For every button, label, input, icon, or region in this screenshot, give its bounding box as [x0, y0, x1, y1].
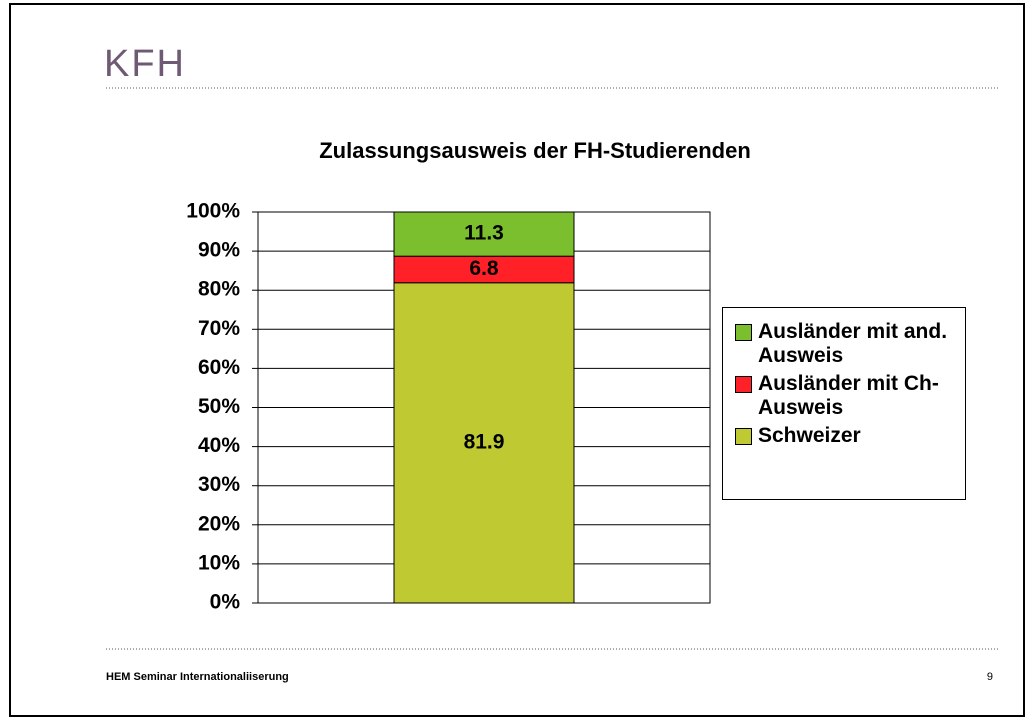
y-tick-label: 10% [198, 551, 240, 574]
chart-title: Zulassungsausweis der FH-Studierenden [319, 138, 751, 163]
y-tick-label: 30% [198, 473, 240, 496]
page-number: 9 [987, 671, 993, 683]
legend-swatch [735, 376, 752, 393]
y-tick-label: 20% [198, 512, 240, 535]
data-label: 11.3 [464, 222, 504, 245]
y-tick-label: 70% [198, 317, 240, 340]
legend-label: Ausländer mit and. Ausweis [758, 320, 948, 367]
footer-text: HEM Seminar Internationaliiserung [106, 671, 289, 683]
y-tick-label: 50% [198, 395, 240, 418]
legend-label: Ausländer mit Ch-Ausweis [758, 372, 939, 419]
y-tick-label: 60% [198, 356, 240, 379]
legend-item: Ausländer mit Ch-Ausweis [731, 372, 957, 420]
y-tick-label: 0% [210, 591, 241, 614]
logo: KFH [104, 43, 186, 85]
slide-border [9, 3, 1025, 717]
y-tick-label: 90% [198, 239, 240, 262]
bar-segment [393, 211, 575, 257]
data-label: 6.8 [469, 257, 499, 280]
y-tick-label: 100% [186, 200, 240, 223]
y-tick-label: 80% [198, 278, 240, 301]
legend-label: Schweizer [758, 424, 861, 447]
y-tick-label: 40% [198, 434, 240, 457]
legend: Ausländer mit and. Ausweis Ausländer mit … [722, 307, 966, 500]
legend-swatch [735, 324, 752, 341]
bar-segment [393, 282, 575, 604]
legend-swatch [735, 428, 752, 445]
legend-item: Ausländer mit and. Ausweis [731, 320, 957, 368]
legend-item: Schweizer [731, 424, 957, 448]
data-label: 81.9 [464, 430, 505, 453]
bar-segment [393, 255, 575, 284]
